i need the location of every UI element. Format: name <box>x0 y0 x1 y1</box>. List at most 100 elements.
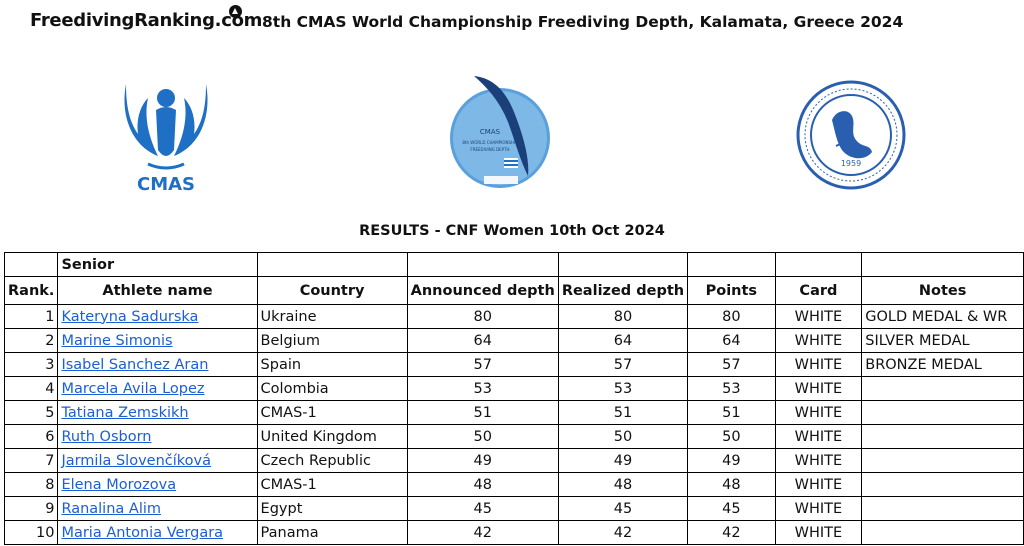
announced-cell: 42 <box>406 520 559 545</box>
realized-cell: 57 <box>557 352 689 377</box>
wc-logo-text-1: CMAS <box>480 128 501 136</box>
card-cell: WHITE <box>774 496 863 521</box>
athlete-cell: Marine Simonis <box>57 328 258 353</box>
rank-cell: 4 <box>3 376 59 401</box>
rank-cell: 6 <box>3 424 59 449</box>
announced-cell: 53 <box>406 376 559 401</box>
athlete-link[interactable]: Ranalina Alim <box>61 500 161 517</box>
group-header-empty <box>406 252 559 277</box>
notes-cell <box>861 424 1024 449</box>
world-championship-logo: CMAS 8th WORLD CHAMPIONSHIP FREEDIVING D… <box>450 76 550 188</box>
points-cell: 48 <box>687 472 776 497</box>
realized-cell: 53 <box>557 376 689 401</box>
cmas-logo: CMAS <box>124 84 208 195</box>
column-header-notes: Notes <box>861 276 1024 305</box>
athlete-link[interactable]: Isabel Sanchez Aran <box>61 356 209 373</box>
rank-cell: 2 <box>3 328 59 353</box>
rank-cell: 3 <box>3 352 59 377</box>
card-cell: WHITE <box>774 400 863 425</box>
club-seal-year: 1959 <box>841 159 861 168</box>
points-cell: 50 <box>687 424 776 449</box>
table-row: 9 Ranalina Alim Egypt 45 45 45 WHITE <box>3 496 1024 521</box>
announced-cell: 57 <box>406 352 559 377</box>
notes-cell: GOLD MEDAL & WR <box>861 304 1024 329</box>
athlete-link[interactable]: Maria Antonia Vergara <box>61 524 224 541</box>
athlete-link[interactable]: Marine Simonis <box>61 332 173 349</box>
table-row: 7 Jarmila Slovenčíková Czech Republic 49… <box>3 448 1024 473</box>
rank-cell: 9 <box>3 496 59 521</box>
realized-cell: 49 <box>557 448 689 473</box>
event-title: 8th CMAS World Championship Freediving D… <box>262 13 904 31</box>
realized-cell: 64 <box>557 328 689 353</box>
athlete-cell: Ruth Osborn <box>57 424 258 449</box>
card-cell: WHITE <box>774 424 863 449</box>
notes-cell <box>861 496 1024 521</box>
points-cell: 49 <box>687 448 776 473</box>
athlete-cell: Kateryna Sadurska <box>57 304 258 329</box>
group-header-empty <box>861 252 1024 277</box>
site-brand-link[interactable]: FreedivingRanking.com <box>30 10 263 31</box>
announced-cell: 49 <box>406 448 559 473</box>
athlete-link[interactable]: Kateryna Sadurska <box>61 308 199 325</box>
card-cell: WHITE <box>774 376 863 401</box>
table-row: 3 Isabel Sanchez Aran Spain 57 57 57 WHI… <box>3 352 1024 377</box>
points-cell: 80 <box>687 304 776 329</box>
rank-cell: 1 <box>3 304 59 329</box>
athlete-link[interactable]: Tatiana Zemskikh <box>61 404 189 421</box>
points-cell: 42 <box>687 520 776 545</box>
card-cell: WHITE <box>774 520 863 545</box>
table-row: 6 Ruth Osborn United Kingdom 50 50 50 WH… <box>3 424 1024 449</box>
notes-cell: SILVER MEDAL <box>861 328 1024 353</box>
notes-cell <box>861 400 1024 425</box>
rank-cell: 10 <box>3 520 59 545</box>
country-cell: Ukraine <box>256 304 408 329</box>
country-cell: Spain <box>256 352 408 377</box>
athlete-link[interactable]: Elena Morozova <box>61 476 177 493</box>
athlete-cell: Marcela Avila Lopez <box>57 376 258 401</box>
athlete-link[interactable]: Ruth Osborn <box>61 428 152 445</box>
athlete-link[interactable]: Jarmila Slovenčíková <box>61 452 211 469</box>
athlete-link[interactable]: Marcela Avila Lopez <box>61 380 205 397</box>
announced-cell: 80 <box>406 304 559 329</box>
column-header-card: Card <box>774 276 863 305</box>
points-cell: 45 <box>687 496 776 521</box>
table-row: 8 Elena Morozova CMAS-1 48 48 48 WHITE <box>3 472 1024 497</box>
points-cell: 53 <box>687 376 776 401</box>
realized-cell: 45 <box>557 496 689 521</box>
country-cell: Belgium <box>256 328 408 353</box>
realized-cell: 48 <box>557 472 689 497</box>
card-cell: WHITE <box>774 472 863 497</box>
table-group-header-row: Senior <box>3 252 1024 277</box>
notes-cell <box>861 376 1024 401</box>
notes-cell: BRONZE MEDAL <box>861 352 1024 377</box>
announced-cell: 64 <box>406 328 559 353</box>
athlete-cell: Jarmila Slovenčíková <box>57 448 258 473</box>
athlete-cell: Elena Morozova <box>57 472 258 497</box>
card-cell: WHITE <box>774 448 863 473</box>
rank-cell: 7 <box>3 448 59 473</box>
table-row: 4 Marcela Avila Lopez Colombia 53 53 53 … <box>3 376 1024 401</box>
table-column-header-row: Rank. Athlete name Country Announced dep… <box>3 276 1024 305</box>
country-cell: CMAS-1 <box>256 472 408 497</box>
athlete-cell: Maria Antonia Vergara <box>57 520 258 545</box>
wc-logo-text-3: FREEDIVING DEPTH <box>470 147 509 152</box>
group-header-empty <box>3 252 59 277</box>
country-cell: CMAS-1 <box>256 400 408 425</box>
group-header-empty <box>557 252 689 277</box>
country-cell: Panama <box>256 520 408 545</box>
table-row: 5 Tatiana Zemskikh CMAS-1 51 51 51 WHITE <box>3 400 1024 425</box>
column-header-points: Points <box>687 276 776 305</box>
club-seal-logo: 1959 <box>796 80 906 190</box>
country-cell: Egypt <box>256 496 408 521</box>
wc-logo-text-2: 8th WORLD CHAMPIONSHIP <box>462 140 518 145</box>
realized-cell: 51 <box>557 400 689 425</box>
card-cell: WHITE <box>774 304 863 329</box>
country-cell: United Kingdom <box>256 424 408 449</box>
announced-cell: 50 <box>406 424 559 449</box>
cmas-logo-text: CMAS <box>137 174 195 195</box>
athlete-cell: Ranalina Alim <box>57 496 258 521</box>
table-row: 2 Marine Simonis Belgium 64 64 64 WHITE … <box>3 328 1024 353</box>
country-cell: Czech Republic <box>256 448 408 473</box>
group-header-empty <box>256 252 408 277</box>
realized-cell: 50 <box>557 424 689 449</box>
